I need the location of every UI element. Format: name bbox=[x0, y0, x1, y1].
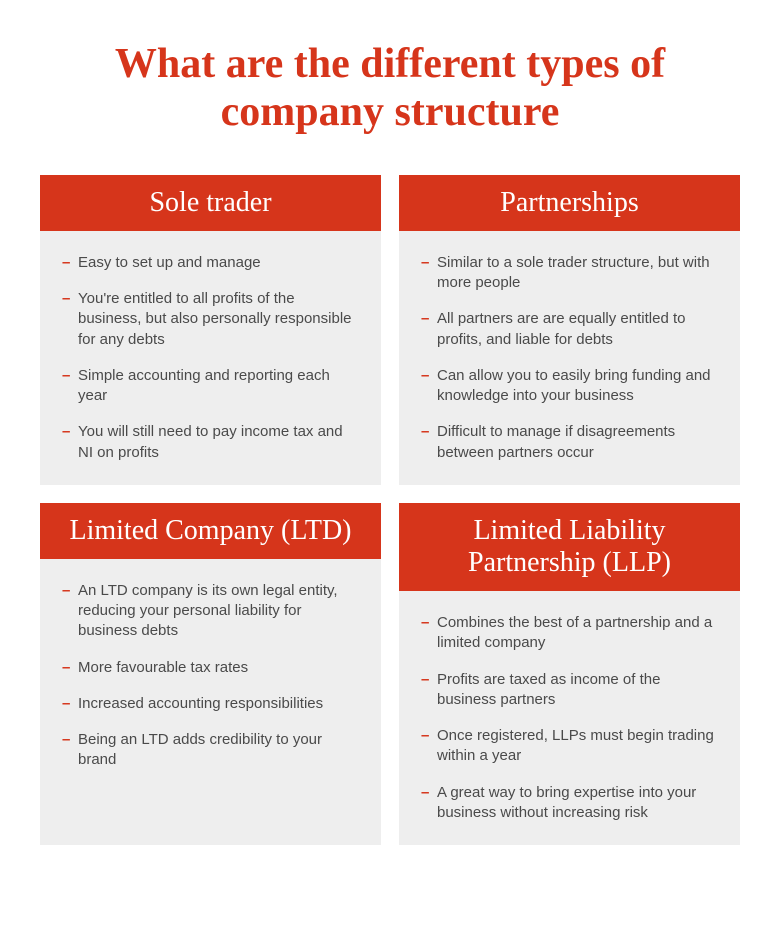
card-header: Partnerships bbox=[399, 175, 740, 231]
cards-grid: Sole trader Easy to set up and manage Yo… bbox=[40, 175, 740, 846]
list-item: Once registered, LLPs must begin trading… bbox=[421, 726, 718, 767]
list-item: You're entitled to all profits of the bu… bbox=[62, 289, 359, 350]
card-body: Similar to a sole trader structure, but … bbox=[399, 231, 740, 485]
card-header: Sole trader bbox=[40, 175, 381, 231]
list-item: Being an LTD adds credibility to your br… bbox=[62, 730, 359, 771]
list-item: Easy to set up and manage bbox=[62, 253, 359, 273]
list-item: A great way to bring expertise into your… bbox=[421, 783, 718, 824]
list-item: Profits are taxed as income of the busin… bbox=[421, 670, 718, 711]
bullet-list: Combines the best of a partnership and a… bbox=[421, 613, 718, 823]
bullet-list: An LTD company is its own legal entity, … bbox=[62, 581, 359, 771]
list-item: More favourable tax rates bbox=[62, 658, 359, 678]
page-title: What are the different types of company … bbox=[40, 40, 740, 137]
card-partnerships: Partnerships Similar to a sole trader st… bbox=[399, 175, 740, 485]
card-body: An LTD company is its own legal entity, … bbox=[40, 559, 381, 793]
card-header: Limited Liability Partnership (LLP) bbox=[399, 503, 740, 591]
list-item: An LTD company is its own legal entity, … bbox=[62, 581, 359, 642]
list-item: Similar to a sole trader structure, but … bbox=[421, 253, 718, 294]
list-item: Difficult to manage if disagreements bet… bbox=[421, 422, 718, 463]
card-header: Limited Company (LTD) bbox=[40, 503, 381, 559]
card-body: Combines the best of a partnership and a… bbox=[399, 591, 740, 845]
list-item: You will still need to pay income tax an… bbox=[62, 422, 359, 463]
bullet-list: Easy to set up and manage You're entitle… bbox=[62, 253, 359, 463]
bullet-list: Similar to a sole trader structure, but … bbox=[421, 253, 718, 463]
list-item: Increased accounting responsibilities bbox=[62, 694, 359, 714]
list-item: Can allow you to easily bring funding an… bbox=[421, 366, 718, 407]
card-limited-company: Limited Company (LTD) An LTD company is … bbox=[40, 503, 381, 845]
list-item: Combines the best of a partnership and a… bbox=[421, 613, 718, 654]
card-llp: Limited Liability Partnership (LLP) Comb… bbox=[399, 503, 740, 845]
list-item: All partners are are equally entitled to… bbox=[421, 309, 718, 350]
card-sole-trader: Sole trader Easy to set up and manage Yo… bbox=[40, 175, 381, 485]
card-body: Easy to set up and manage You're entitle… bbox=[40, 231, 381, 485]
list-item: Simple accounting and reporting each yea… bbox=[62, 366, 359, 407]
